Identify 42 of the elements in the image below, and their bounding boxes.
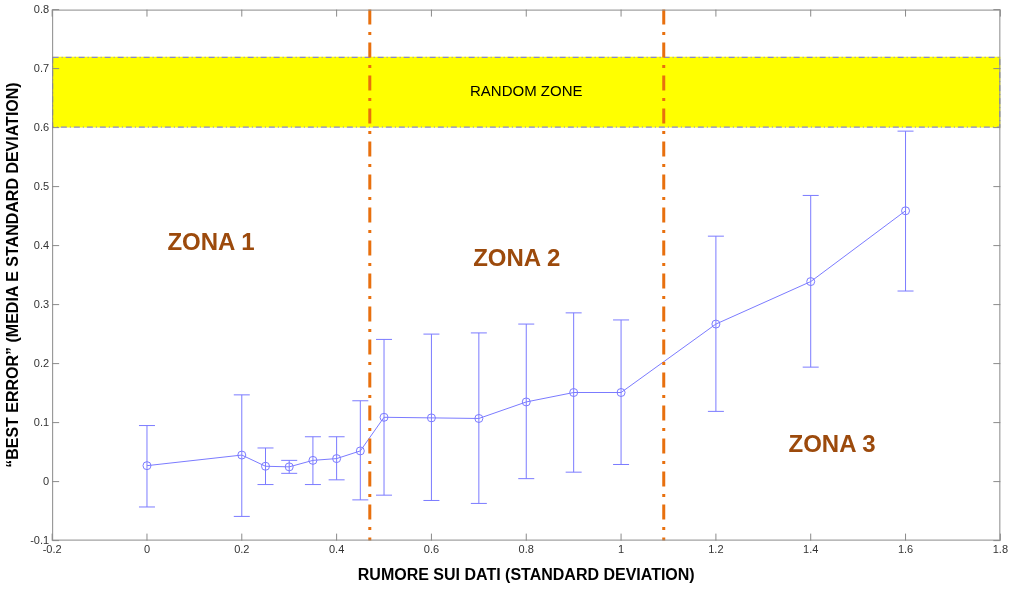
- x-tick-label: 0: [143, 543, 151, 556]
- annotation: ZONA 2: [473, 243, 561, 271]
- x-tick-label: 0.6: [423, 543, 440, 556]
- point: [711, 319, 721, 329]
- y-tick-label: 0.1: [33, 415, 50, 428]
- y-tick-label: 0.2: [33, 356, 50, 369]
- x-tick-label: 1.8: [992, 543, 1008, 556]
- band-label: RANDOM ZONE: [470, 82, 583, 100]
- y-tick-label: 0.4: [33, 238, 50, 251]
- x-tick-label: 1.4: [803, 543, 819, 556]
- y-tick-label: 0.3: [33, 297, 50, 310]
- point: [142, 461, 152, 471]
- y-tick-label: 0.5: [33, 179, 50, 192]
- point: [308, 455, 318, 465]
- point: [237, 450, 247, 460]
- x-tick-label: 1.2: [708, 543, 724, 556]
- y-tick-label: 0.6: [33, 120, 50, 133]
- x-tick-label: 0.4: [328, 543, 345, 556]
- x-tick-label: -0.2: [42, 543, 62, 556]
- point: [569, 388, 579, 398]
- x-tick-label: 0.8: [518, 543, 534, 556]
- point: [379, 412, 389, 422]
- point: [355, 446, 365, 456]
- y-tick-label: -0.1: [30, 533, 50, 546]
- point: [901, 206, 911, 216]
- point: [332, 454, 342, 464]
- point: [426, 413, 436, 423]
- x-axis-title: RUMORE SUI DATI (STANDARD DEVIATION): [357, 565, 695, 583]
- x-tick-label: 0.2: [234, 543, 250, 556]
- point: [806, 277, 816, 287]
- y-axis-title: “BEST ERROR” (MEDIA E STANDARD DEVIATION): [4, 82, 22, 468]
- annotation: ZONA 3: [788, 429, 876, 457]
- y-tick-label: 0: [43, 474, 50, 487]
- y-tick-label: 0.8: [33, 2, 50, 15]
- x-tick-label: 1.6: [897, 543, 914, 556]
- y-tick-label: 0.7: [33, 61, 50, 74]
- point: [261, 461, 270, 471]
- point: [521, 397, 531, 407]
- x-tick-label: 1: [618, 543, 625, 556]
- annotation: ZONA 1: [167, 227, 255, 255]
- point: [616, 388, 626, 398]
- point: [474, 413, 484, 423]
